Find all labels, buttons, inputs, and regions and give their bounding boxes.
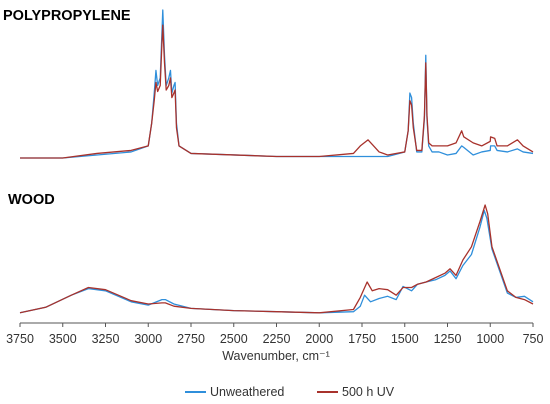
x-tick-label-3250: 3250 <box>92 332 120 346</box>
x-tick-label-3750: 3750 <box>6 332 34 346</box>
legend: Unweathered 500 h UV <box>185 385 395 399</box>
x-tick-label-1750: 1750 <box>348 332 376 346</box>
x-tick-label-1000: 1000 <box>476 332 504 346</box>
wood-panel-title: WOOD <box>8 192 55 208</box>
x-tick-label-1500: 1500 <box>391 332 419 346</box>
legend-label-unweathered: Unweathered <box>210 385 284 399</box>
x-tick-label-750: 750 <box>523 332 544 346</box>
polypropylene-panel-title: POLYPROPYLENE <box>3 8 131 24</box>
x-tick-layer: 3750 3500 3250 3000 2750 2500 2250 2000 1750 1500… <box>6 323 543 346</box>
x-tick-label-2250: 2250 <box>263 332 291 346</box>
series-layer <box>19 9 534 314</box>
x-tick-label-3000: 3000 <box>134 332 162 346</box>
polypropylene-500-h-uv-line <box>20 24 534 159</box>
x-tick-label-3500: 3500 <box>49 332 77 346</box>
wood-500-h-uv-line <box>19 204 534 314</box>
x-axis-label: Wavenumber, cm⁻¹ <box>222 349 330 363</box>
x-tick-label-2000: 2000 <box>305 332 333 346</box>
x-tick-label-2500: 2500 <box>220 332 248 346</box>
wood-unweathered-line <box>19 209 534 314</box>
x-tick-label-2750: 2750 <box>177 332 205 346</box>
legend-label-500h-uv: 500 h UV <box>342 385 395 399</box>
polypropylene-unweathered-line <box>20 9 534 159</box>
x-tick-label-1250: 1250 <box>434 332 462 346</box>
